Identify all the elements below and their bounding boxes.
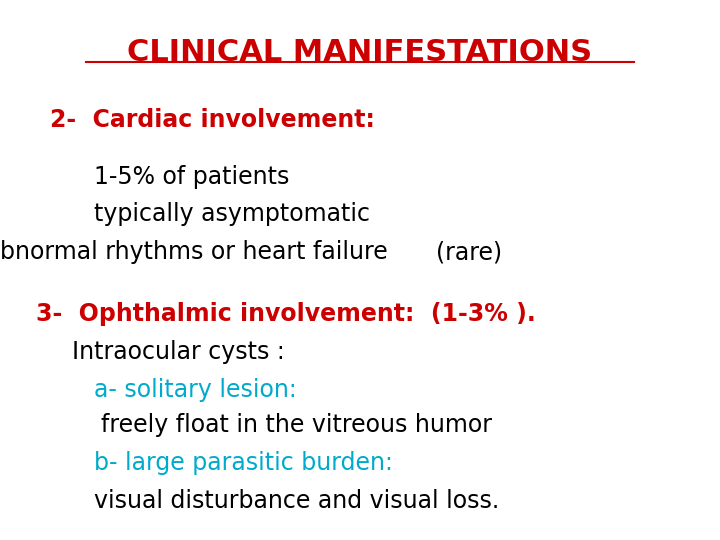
Text: CLINICAL MANIFESTATIONS: CLINICAL MANIFESTATIONS bbox=[127, 38, 593, 67]
Text: visual disturbance and visual loss.: visual disturbance and visual loss. bbox=[94, 489, 499, 512]
Text: a- solitary lesion:: a- solitary lesion: bbox=[94, 378, 297, 402]
Text: Intraocular cysts :: Intraocular cysts : bbox=[72, 340, 284, 364]
Text: 2-  Cardiac involvement:: 2- Cardiac involvement: bbox=[50, 108, 375, 132]
Text: freely float in the vitreous humor: freely float in the vitreous humor bbox=[101, 413, 492, 437]
Text: b- large parasitic burden:: b- large parasitic burden: bbox=[94, 451, 392, 475]
Text: 3-  Ophthalmic involvement:  (1-3% ).: 3- Ophthalmic involvement: (1-3% ). bbox=[36, 302, 536, 326]
Text: bnormal rhythms or heart failure: bnormal rhythms or heart failure bbox=[0, 240, 388, 264]
Text: typically asymptomatic: typically asymptomatic bbox=[94, 202, 369, 226]
Text: 1-5% of patients: 1-5% of patients bbox=[94, 165, 289, 188]
Text: (rare): (rare) bbox=[436, 240, 502, 264]
